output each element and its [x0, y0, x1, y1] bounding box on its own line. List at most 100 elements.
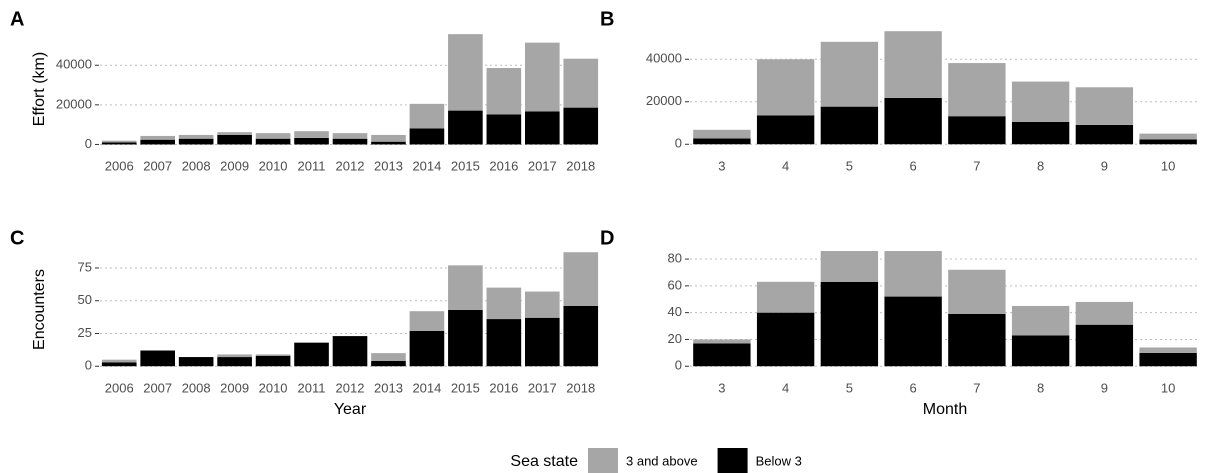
bar-segment: [178, 134, 214, 139]
x-tick-label: 2015: [451, 380, 480, 395]
bar-segment: [948, 269, 1006, 314]
bar-segment: [255, 354, 291, 356]
y-tick-label: 0: [675, 136, 682, 151]
legend-swatch: [717, 448, 748, 473]
bar-segment: [1075, 301, 1134, 325]
x-tick-label: 2014: [412, 380, 441, 395]
x-tick-label: 4: [782, 158, 789, 173]
bar-segment: [140, 135, 175, 140]
x-tick-label: 9: [1101, 158, 1108, 173]
bar-segment: [1011, 335, 1070, 367]
bar-segment: [820, 41, 879, 107]
x-tick-label: 7: [973, 158, 980, 173]
bar-segment: [332, 138, 368, 145]
x-tick-label: 6: [910, 158, 917, 173]
x-tick-label: 2012: [336, 158, 365, 173]
bar-segment: [101, 140, 137, 143]
x-tick-label: 2018: [566, 158, 595, 173]
bar-segment: [409, 311, 445, 331]
bar-segment: [371, 134, 406, 142]
y-tick-label: 25: [78, 325, 92, 340]
bar-segment: [101, 142, 137, 145]
bar-segment: [409, 103, 445, 129]
bar-segment: [525, 42, 560, 112]
bar-segment: [486, 68, 522, 115]
bar-segment: [255, 133, 291, 139]
x-tick-label: 2006: [105, 158, 134, 173]
bar-segment: [294, 137, 329, 145]
panel-tag: B: [600, 8, 614, 30]
bar-segment: [332, 133, 368, 139]
bar-segment: [217, 357, 252, 367]
x-tick-label: 2016: [489, 380, 518, 395]
x-tick-label: 2009: [220, 158, 249, 173]
bar-segment: [140, 139, 175, 145]
y-tick-label: 0: [85, 358, 92, 373]
bar-segment: [371, 141, 406, 145]
bar-segment: [693, 339, 751, 344]
x-tick-label: 2014: [412, 158, 441, 173]
bar-segment: [563, 252, 599, 306]
x-axis-title: Year: [334, 401, 367, 418]
bar-segment: [486, 287, 522, 320]
bar-segment: [448, 265, 483, 310]
bar-segment: [820, 106, 879, 145]
bar-segment: [756, 281, 815, 313]
bar-segment: [563, 107, 599, 145]
bar-segment: [525, 317, 560, 367]
bar-segment: [525, 111, 560, 145]
bar-segment: [884, 296, 942, 367]
x-tick-label: 2017: [528, 158, 557, 173]
y-tick-label: 20000: [56, 96, 92, 111]
bar-segment: [1075, 324, 1134, 367]
x-tick-label: 8: [1037, 380, 1044, 395]
bar-segment: [1075, 87, 1134, 125]
bar-segment: [563, 58, 599, 108]
x-tick-label: 10: [1161, 158, 1175, 173]
bar-segment: [1011, 305, 1070, 336]
x-tick-label: 2007: [143, 158, 172, 173]
x-tick-label: 2013: [374, 158, 403, 173]
legend-swatch: [588, 448, 618, 473]
x-tick-label: 2016: [489, 158, 518, 173]
bar-segment: [820, 251, 879, 282]
y-axis-title: Encounters: [31, 269, 48, 350]
bar-segment: [217, 134, 252, 145]
panel-tag: A: [10, 8, 24, 30]
x-axis-title: Month: [923, 401, 967, 418]
bar-segment: [294, 131, 329, 138]
bar-segment: [884, 97, 942, 145]
bar-segment: [486, 114, 522, 145]
bar-segment: [448, 110, 483, 145]
legend-title: Sea state: [510, 453, 578, 470]
bar-segment: [448, 309, 483, 367]
x-tick-label: 6: [910, 380, 917, 395]
x-tick-label: 5: [846, 158, 853, 173]
bar-segment: [371, 353, 406, 361]
x-tick-label: 2018: [566, 380, 595, 395]
x-tick-label: 8: [1037, 158, 1044, 173]
bar-segment: [1139, 139, 1197, 145]
bar-segment: [1139, 347, 1197, 353]
bar-segment: [1139, 133, 1197, 140]
x-tick-label: 3: [718, 380, 725, 395]
bar-segment: [448, 34, 483, 111]
bar-segment: [409, 128, 445, 145]
x-tick-label: 2017: [528, 380, 557, 395]
y-axis-title: Effort (km): [31, 52, 48, 126]
bar-segment: [294, 342, 329, 367]
bar-segment: [1139, 352, 1197, 367]
bar-segment: [1011, 121, 1070, 145]
y-tick-label: 0: [675, 358, 682, 373]
x-tick-label: 2008: [182, 380, 211, 395]
bar-segment: [884, 251, 942, 297]
bar-segment: [693, 343, 751, 367]
bar-segment: [525, 291, 560, 318]
bar-segment: [217, 132, 252, 135]
bar-segment: [948, 63, 1006, 117]
bar-segment: [884, 31, 942, 98]
x-tick-label: 2009: [220, 380, 249, 395]
bar-segment: [178, 357, 214, 367]
bar-segment: [1075, 124, 1134, 145]
